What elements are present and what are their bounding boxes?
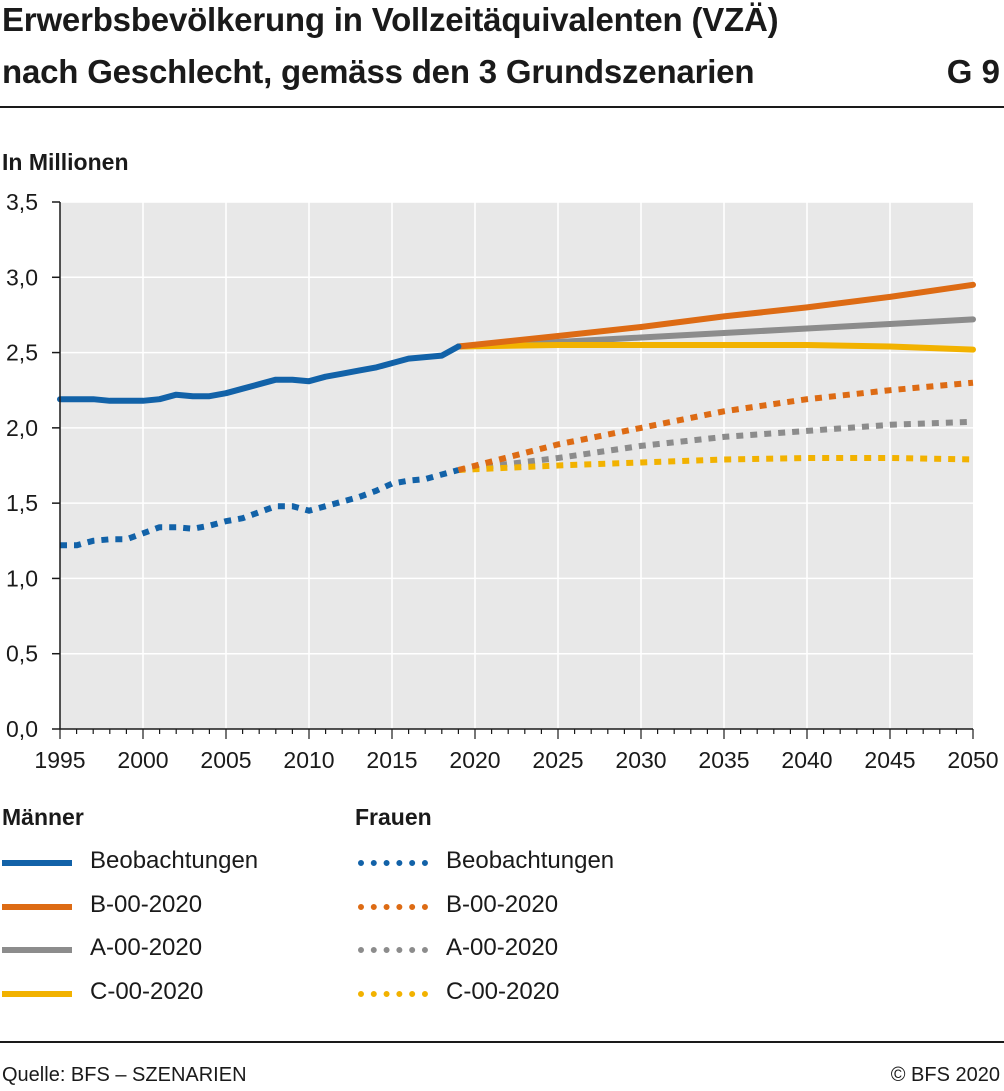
x-tick-label: 2025 xyxy=(532,747,583,773)
x-tick-label: 2045 xyxy=(864,747,915,773)
legend-label: Beobachtungen xyxy=(446,847,615,874)
line-chart: 0,0 0,5 1,0 1,5 2,0 2,5 3,0 3,5 1995 2000 2005 2010… xyxy=(6,189,999,773)
legend-swatch xyxy=(358,904,428,910)
footer-rule xyxy=(0,1041,1004,1043)
series-line-men-a-00-2020 xyxy=(455,316,976,350)
x-tick-label: 2030 xyxy=(615,747,666,773)
legend-label: A-00-2020 xyxy=(90,934,203,961)
y-tick-label: 2,5 xyxy=(6,340,38,366)
y-tick-label: 1,0 xyxy=(6,565,38,591)
legend-swatch xyxy=(2,947,72,953)
y-tick-label: 2,0 xyxy=(6,415,38,441)
legend-swatch xyxy=(358,991,428,997)
chart-title-line-2: nach Geschlecht, gemäss den 3 Grundszena… xyxy=(2,53,755,90)
figure-number: G 9 xyxy=(946,53,1000,90)
legend-label: Beobachtungen xyxy=(90,847,259,874)
legend-label: A-00-2020 xyxy=(446,934,559,961)
legend-swatch xyxy=(2,991,72,997)
title-rule xyxy=(0,106,1004,108)
legend-label: C-00-2020 xyxy=(446,978,560,1005)
x-tick-label: 2040 xyxy=(781,747,832,773)
y-tick-label: 0,5 xyxy=(6,641,38,667)
x-tick-label: 2000 xyxy=(117,747,168,773)
series-line-men-b-00-2020 xyxy=(455,281,976,350)
series-line-men-c-00-2020 xyxy=(455,342,976,353)
legend-heading-men: Männer xyxy=(2,804,84,830)
series-line-women-b-00-2020 xyxy=(457,379,974,473)
chart-title-line-1: Erwerbsbevölkerung in Vollzeitäquivalent… xyxy=(2,1,779,38)
x-tick-label: 2035 xyxy=(698,747,749,773)
legend-heading-women: Frauen xyxy=(355,804,432,830)
x-tick-label: 2020 xyxy=(449,747,500,773)
legend-swatch xyxy=(358,947,428,953)
source-note: Quelle: BFS – SZENARIEN xyxy=(2,1064,247,1086)
legend-swatch xyxy=(358,860,428,866)
copyright-note: © BFS 2020 xyxy=(890,1064,1000,1086)
x-tick-label: 2015 xyxy=(366,747,417,773)
y-tick-label: 3,5 xyxy=(6,189,38,215)
x-tick-label: 1995 xyxy=(34,747,85,773)
y-tick-label: 1,5 xyxy=(6,490,38,516)
y-tick-label: 0,0 xyxy=(6,716,38,742)
x-tick-label: 2010 xyxy=(283,747,334,773)
y-tick-label: 3,0 xyxy=(6,264,38,290)
legend-label: B-00-2020 xyxy=(90,891,203,918)
series-line-women-c-00-2020 xyxy=(458,455,974,473)
legend-label: C-00-2020 xyxy=(90,978,204,1005)
legend-swatch xyxy=(2,904,72,910)
series-line-men-beobachtungen xyxy=(57,343,462,404)
legend-label: B-00-2020 xyxy=(446,891,559,918)
x-tick-label: 2005 xyxy=(200,747,251,773)
y-axis-unit-label: In Millionen xyxy=(2,149,129,175)
legend-swatch xyxy=(2,860,72,866)
x-tick-label: 2050 xyxy=(947,747,998,773)
series-line-women-a-00-2020 xyxy=(458,418,974,473)
